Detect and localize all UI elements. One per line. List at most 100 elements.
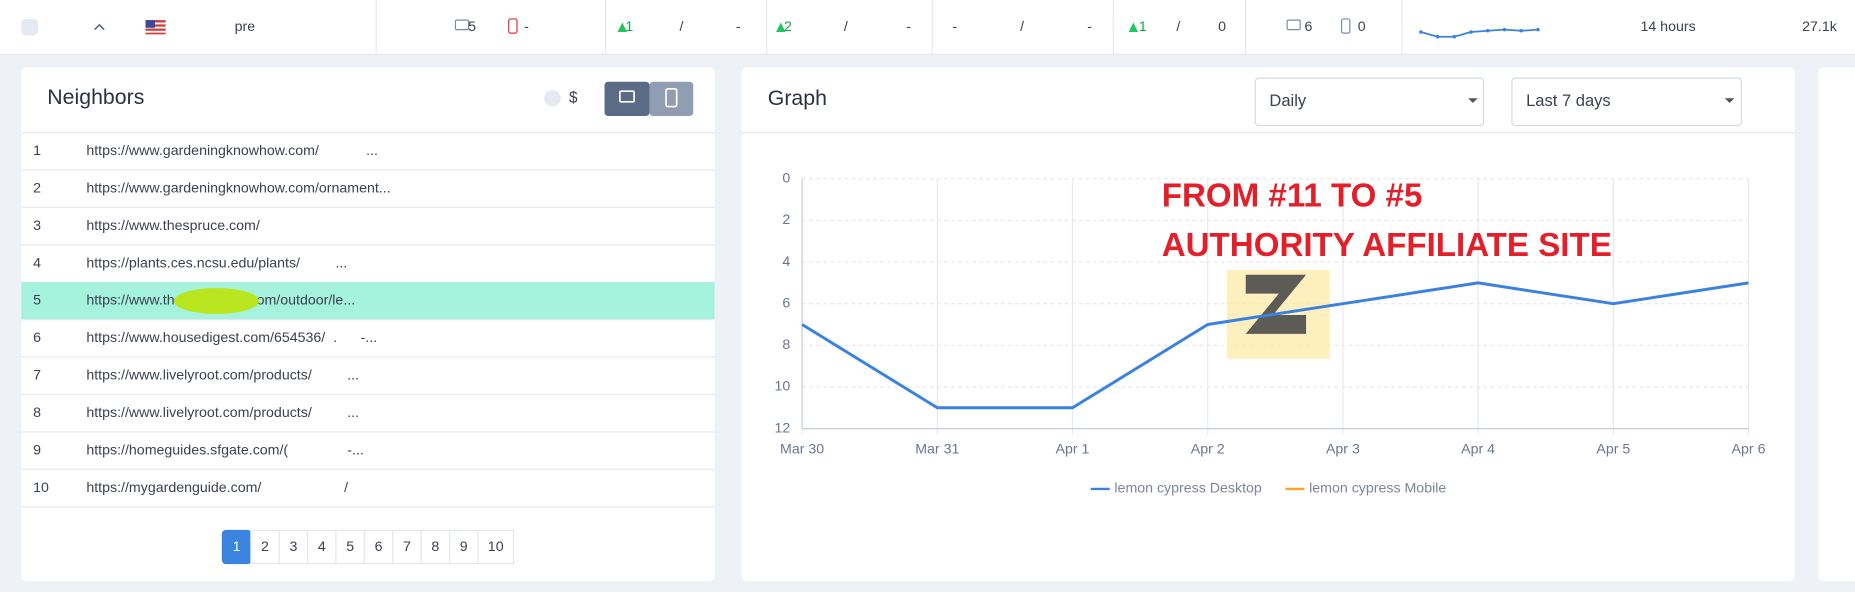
range-select[interactable]	[1511, 77, 1743, 127]
page-button[interactable]	[420, 529, 451, 565]
mobile-icon	[665, 87, 678, 108]
page-button[interactable]	[363, 529, 394, 565]
y-tick-label: 4	[782, 254, 790, 270]
up-arrow	[776, 22, 786, 32]
interval-select[interactable]	[1254, 77, 1485, 127]
cell-text: 14 hours	[1640, 19, 1695, 35]
row-rank: 7	[33, 368, 41, 384]
row-url[interactable]: https://www.housedigest.com/654536/ . -.…	[86, 330, 377, 346]
sparkline-point	[1502, 27, 1507, 32]
cell-text: 2	[784, 19, 792, 35]
cell-text: 27.1k	[1802, 19, 1838, 35]
desktop-icon	[1286, 19, 1301, 31]
logo-z	[1245, 274, 1307, 334]
row-url[interactable]: https://mygardenguide.com/ /	[86, 480, 348, 496]
page-number[interactable]: 2	[261, 539, 269, 555]
y-tick-label: 0	[782, 171, 790, 187]
y-tick-label: 10	[774, 379, 790, 395]
row-rank: 10	[33, 480, 49, 496]
sparkline-point	[1435, 34, 1440, 39]
x-tick-label: Mar 31	[915, 442, 959, 458]
row-url[interactable]: https://www.livelyroot.com/products/ ...	[86, 368, 359, 384]
x-tick-label: Mar 30	[780, 442, 824, 458]
checkbox[interactable]	[21, 18, 38, 36]
row-url[interactable]: https://www.gardeningknowhow.com/ornamen…	[86, 180, 390, 196]
panel-title: Neighbors	[47, 85, 144, 109]
row-rank: 2	[33, 180, 41, 196]
cell-text: 6	[1304, 19, 1312, 35]
legend-label[interactable]: lemon cypress Desktop	[1114, 481, 1262, 497]
redaction	[173, 287, 260, 314]
cell-text: /	[679, 19, 683, 35]
page-number[interactable]: 7	[403, 539, 411, 555]
page-number[interactable]: 10	[488, 539, 504, 555]
up-arrow	[617, 22, 628, 32]
y-tick-label: 6	[782, 295, 790, 311]
row-rank: 6	[33, 330, 41, 346]
cell-text: -	[906, 19, 911, 35]
sparkline	[1420, 28, 1539, 38]
cell-text: -	[524, 19, 529, 35]
neighbors-panel	[21, 67, 715, 582]
desktop-toggle[interactable]	[604, 81, 650, 117]
row-url[interactable]: https://www.thespruce.com/	[86, 218, 259, 234]
page-number[interactable]: 9	[460, 539, 468, 555]
select-caret	[1724, 98, 1735, 104]
page-number[interactable]: 1	[233, 539, 241, 555]
page-number[interactable]: 6	[375, 539, 383, 555]
cell-text: 0	[1358, 19, 1366, 35]
select-value: Daily	[1269, 91, 1306, 110]
y-tick-label: 12	[774, 420, 790, 436]
page-button[interactable]	[335, 529, 365, 565]
select-caret	[1468, 98, 1478, 104]
cell-text: /	[1020, 19, 1024, 35]
row-rank: 4	[33, 255, 41, 271]
legend-label[interactable]: lemon cypress Mobile	[1309, 481, 1446, 497]
cell-text: pre	[235, 19, 256, 35]
sparkline-point	[1469, 30, 1473, 34]
up-arrow	[1128, 22, 1139, 32]
collapse-caret[interactable]	[94, 23, 105, 31]
page-button[interactable]	[250, 529, 280, 565]
desktop-icon	[454, 19, 470, 31]
page-number[interactable]: 3	[289, 539, 297, 555]
mobile-icon	[508, 18, 518, 34]
mobile-toggle[interactable]	[649, 81, 694, 117]
row-rank: 9	[33, 442, 41, 458]
row-url[interactable]: https://www.gardeningknowhow.com/ ...	[86, 143, 378, 159]
row-url[interactable]: https://homeguides.sfgate.com/( -...	[86, 442, 363, 458]
page-number[interactable]: 4	[318, 539, 326, 555]
page-button[interactable]	[306, 529, 337, 565]
row-rank: 3	[33, 218, 41, 234]
cell-text: /	[844, 19, 848, 35]
row-url[interactable]: https://www.livelyroot.com/products/ ...	[86, 405, 359, 421]
sparkline-point	[1485, 29, 1490, 33]
x-tick-label: Apr 6	[1732, 442, 1766, 458]
row-rank: 5	[33, 293, 41, 309]
row-url[interactable]: https://plants.ces.ncsu.edu/plants/ ...	[86, 255, 347, 271]
row-rank: 1	[33, 143, 41, 159]
top-row	[0, 0, 1855, 55]
page-number[interactable]: 5	[346, 539, 354, 555]
cell-text: 0	[1218, 19, 1226, 35]
side-panel	[1818, 67, 1855, 582]
series-line	[801, 281, 1749, 410]
x-tick-label: Apr 1	[1056, 442, 1090, 458]
row-highlight	[21, 282, 715, 320]
x-tick-label: Apr 3	[1326, 442, 1360, 458]
page-button[interactable]	[392, 529, 422, 565]
page-button[interactable]	[278, 529, 309, 565]
cell-dividers	[375, 0, 1403, 55]
annotation: AUTHORITY AFFILIATE SITE	[1162, 227, 1612, 264]
page-button[interactable]	[477, 529, 515, 565]
row-rank: 8	[33, 405, 41, 421]
page-number[interactable]: 8	[431, 539, 439, 555]
sparkline-point	[1536, 27, 1540, 32]
x-tick-label: Apr 4	[1461, 442, 1495, 458]
currency-label: $	[569, 89, 578, 106]
x-tick-label: Apr 5	[1596, 442, 1630, 458]
checkbox[interactable]	[544, 89, 561, 107]
desktop-icon	[619, 90, 635, 103]
mobile-icon	[1340, 18, 1351, 34]
